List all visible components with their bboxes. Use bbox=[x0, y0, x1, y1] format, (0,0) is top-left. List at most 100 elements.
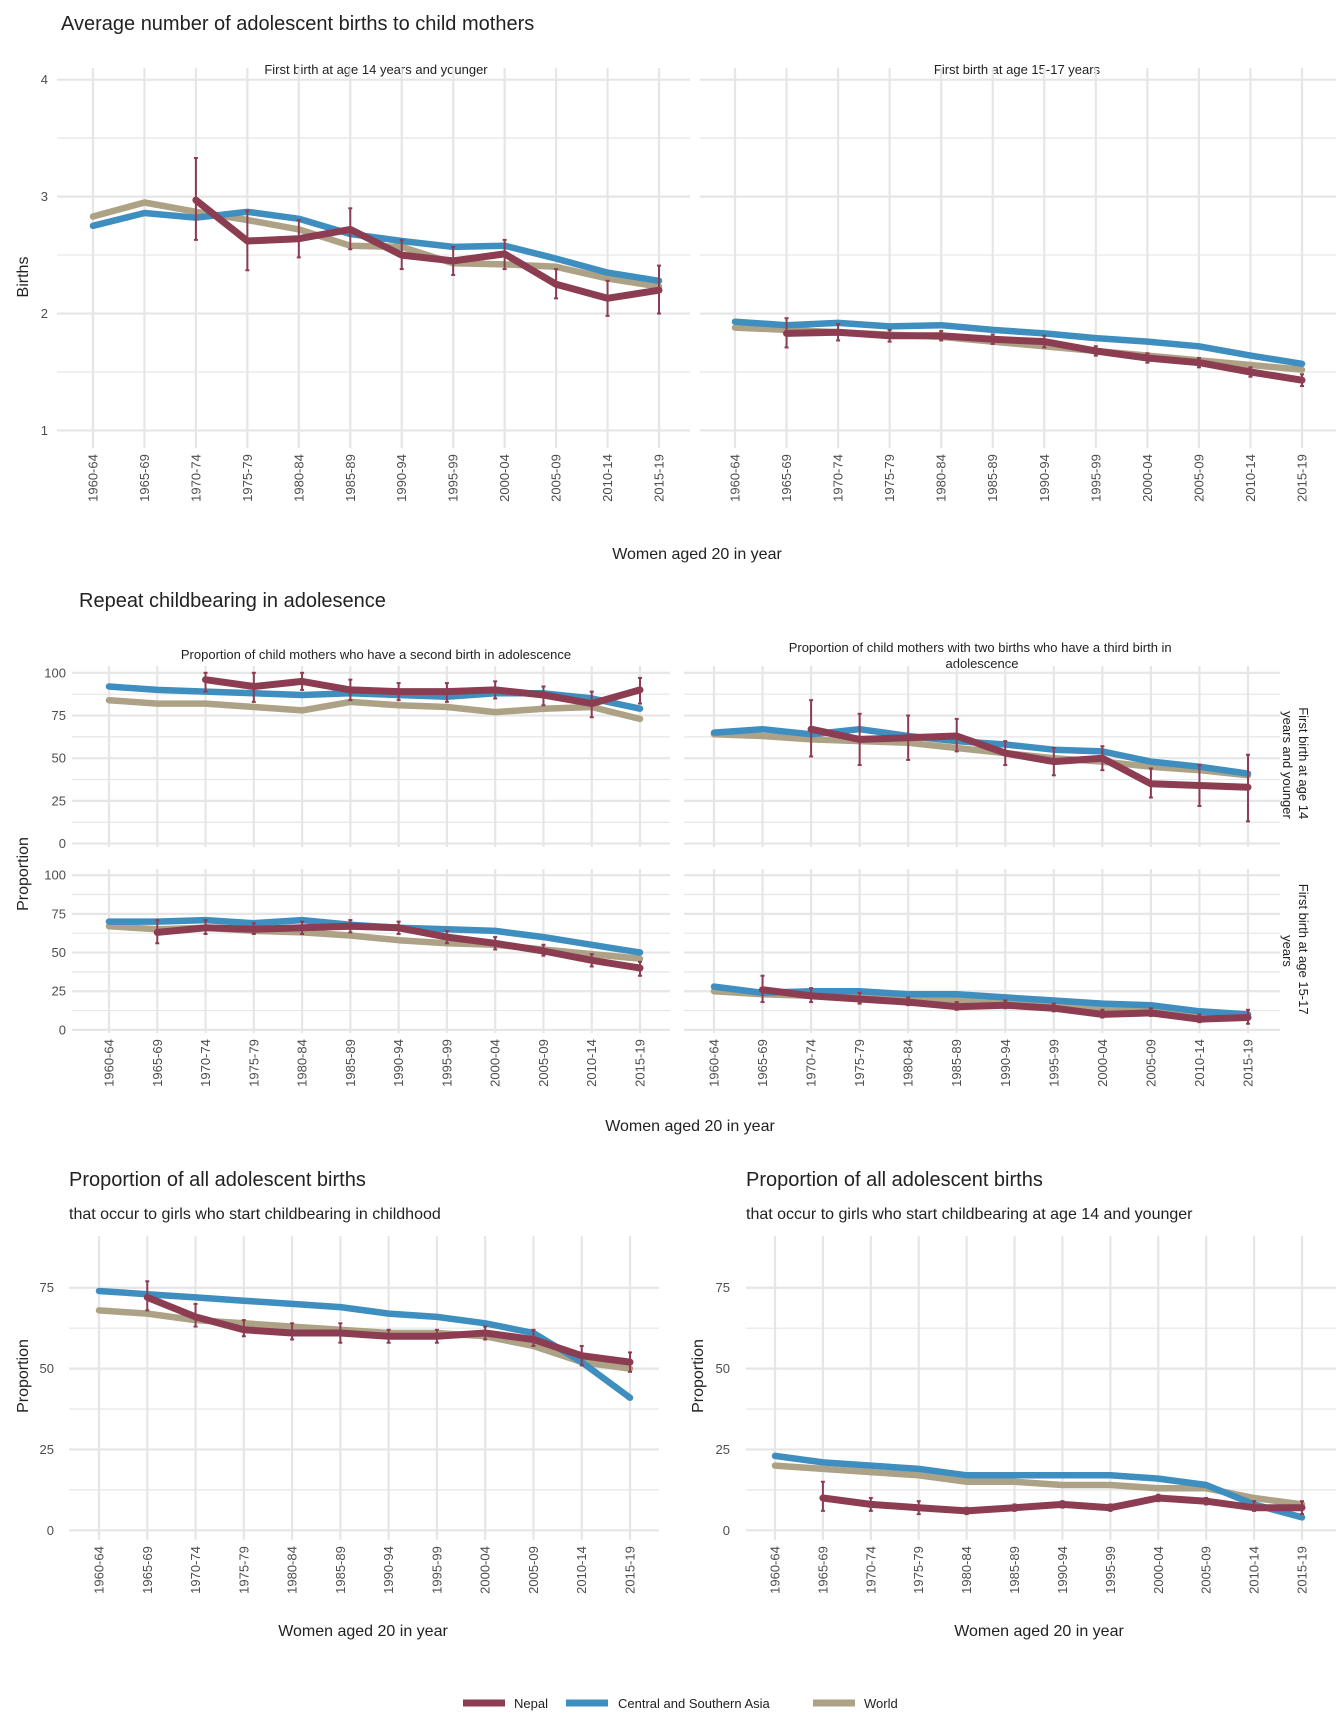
data-point-csa bbox=[627, 1395, 633, 1401]
subtitle-second-birth: Proportion of child mothers who have a s… bbox=[181, 647, 571, 662]
data-point-world bbox=[1248, 362, 1253, 368]
data-point-csa bbox=[605, 270, 610, 275]
x-tick-label: 2005-09 bbox=[549, 454, 564, 502]
data-point-csa bbox=[637, 706, 643, 711]
legend: Nepal Central and Southern Asia World bbox=[463, 1696, 898, 1711]
series-line-csa bbox=[89, 208, 663, 285]
data-point-world bbox=[1012, 1479, 1017, 1485]
x-tick-label: 2000-04 bbox=[488, 1039, 503, 1087]
series-line-world bbox=[771, 1462, 1306, 1508]
data-point-csa bbox=[1145, 339, 1150, 344]
xlabel-share-childhood: Women aged 20 in year bbox=[278, 1623, 448, 1640]
series-line-world bbox=[89, 199, 663, 290]
x-tick-label: 1975-79 bbox=[882, 454, 897, 502]
series-line-csa bbox=[95, 1287, 634, 1401]
data-point-csa bbox=[386, 1311, 391, 1316]
x-tick-label: 1970-74 bbox=[804, 1039, 819, 1087]
data-point-csa bbox=[541, 934, 546, 940]
y-tick-label: 75 bbox=[716, 1280, 730, 1295]
data-point-csa bbox=[711, 730, 717, 735]
x-tick-label: 1965-69 bbox=[755, 1039, 770, 1087]
series-line-csa bbox=[771, 1452, 1306, 1521]
x-tick-label: 1985-89 bbox=[333, 1546, 348, 1594]
data-point-csa bbox=[90, 223, 96, 229]
data-point-csa bbox=[106, 919, 112, 924]
data-point-world bbox=[106, 923, 112, 929]
y-tick-label: 0 bbox=[59, 836, 66, 851]
data-point-csa bbox=[589, 942, 595, 948]
facet-label-14-line1: First birth at age 14 bbox=[1296, 707, 1311, 819]
data-point-world bbox=[1060, 1482, 1065, 1488]
data-point-world bbox=[820, 1466, 826, 1472]
x-tick-label: 1980-84 bbox=[285, 1546, 300, 1594]
data-point-world bbox=[203, 701, 208, 706]
data-point-csa bbox=[1093, 335, 1099, 341]
y-tick-label: 75 bbox=[52, 708, 66, 723]
x-tick-label: 1980-84 bbox=[959, 1546, 974, 1594]
y-tick-label: 50 bbox=[52, 751, 66, 766]
data-point-csa bbox=[1196, 343, 1202, 349]
panel-share-14: 0 25 50 75 1960-64 1965-69 1970-74 1975-79 1980-… bbox=[716, 1236, 1336, 1594]
x-tick-label: 1975-79 bbox=[236, 1546, 251, 1594]
data-point-csa bbox=[916, 1466, 922, 1472]
y-tick-label: 0 bbox=[723, 1523, 730, 1538]
data-point-world bbox=[637, 716, 643, 722]
subtitle-third-birth: Proportion of child mothers with two bir… bbox=[789, 640, 1176, 671]
x-tick-label: 1960-64 bbox=[92, 1546, 107, 1594]
x-tick-label: 2010-14 bbox=[1247, 1546, 1262, 1594]
x-tick-label: 1970-74 bbox=[198, 1039, 213, 1087]
y-tick-label: 25 bbox=[52, 984, 66, 999]
data-point-csa bbox=[1148, 759, 1154, 764]
x-tick-label: 1990-94 bbox=[391, 1039, 406, 1087]
x-tick-label: 2010-14 bbox=[574, 1546, 589, 1594]
y-tick-label: 100 bbox=[44, 665, 66, 680]
facet-label-14: First birth at age 14 years and younger bbox=[1280, 707, 1311, 823]
x-tick-label: 1985-89 bbox=[1007, 1546, 1022, 1594]
x-tick-label: 2000-04 bbox=[497, 454, 512, 502]
x-tick-label: 1975-79 bbox=[240, 454, 255, 502]
x-tick-label: 1970-74 bbox=[188, 454, 203, 502]
x-tick-label: 1985-89 bbox=[343, 1039, 358, 1087]
x-tick-label: 2000-04 bbox=[1095, 1039, 1110, 1087]
data-point-csa bbox=[492, 928, 498, 934]
x-tick-label: 1960-64 bbox=[86, 454, 101, 502]
data-point-world bbox=[637, 956, 643, 962]
data-point-world bbox=[605, 276, 610, 281]
x-tick-label: 1985-89 bbox=[985, 454, 1000, 502]
x-tick-label: 1965-69 bbox=[137, 454, 152, 502]
series-line-world bbox=[105, 696, 644, 723]
y-tick-label: 50 bbox=[716, 1361, 730, 1376]
subtitle-third-birth-line2: adolescence bbox=[946, 656, 1019, 671]
panel-third-birth-1517: 1960-64 1965-69 1970-74 1975-79 1980-84 1985-… bbox=[684, 869, 1280, 1087]
data-point-csa bbox=[887, 324, 892, 329]
facet-label-1517-line1: First birth at age 15-17 bbox=[1296, 884, 1311, 1015]
x-tick-label: 2000-04 bbox=[1151, 1546, 1166, 1594]
x-tick-label: 1960-64 bbox=[728, 454, 743, 502]
y-tick-label: 0 bbox=[47, 1523, 54, 1538]
data-point-csa bbox=[1248, 353, 1253, 358]
data-point-world bbox=[1155, 1485, 1161, 1491]
series-line-nepal bbox=[202, 676, 644, 708]
data-point-world bbox=[1251, 1495, 1257, 1501]
x-tick-label: 2000-04 bbox=[478, 1546, 493, 1594]
data-point-world bbox=[142, 200, 147, 205]
series-line-csa bbox=[731, 318, 1306, 368]
data-point-csa bbox=[289, 1301, 295, 1307]
ylabel-share-14: Proportion bbox=[690, 1339, 707, 1413]
data-point-world bbox=[154, 701, 160, 706]
x-tick-label: 1990-94 bbox=[998, 1039, 1013, 1087]
data-point-csa bbox=[1108, 1473, 1113, 1478]
data-point-csa bbox=[553, 256, 559, 261]
xlabel-share-14: Women aged 20 in year bbox=[954, 1623, 1124, 1640]
panel-second-birth-1517: 0 25 50 75 100 1960-64 1965-69 1970-74 1975-79 19… bbox=[44, 868, 670, 1087]
y-tick-label: 0 bbox=[59, 1022, 66, 1037]
legend-label-nepal: Nepal bbox=[514, 1696, 548, 1711]
x-tick-label: 2005-09 bbox=[1191, 454, 1206, 502]
x-tick-label: 1980-84 bbox=[934, 454, 949, 502]
x-tick-label: 2015-19 bbox=[623, 1546, 638, 1594]
data-point-csa bbox=[154, 687, 160, 693]
data-point-csa bbox=[142, 210, 147, 216]
y-tick-label: 100 bbox=[44, 868, 66, 883]
data-point-world bbox=[760, 733, 765, 739]
